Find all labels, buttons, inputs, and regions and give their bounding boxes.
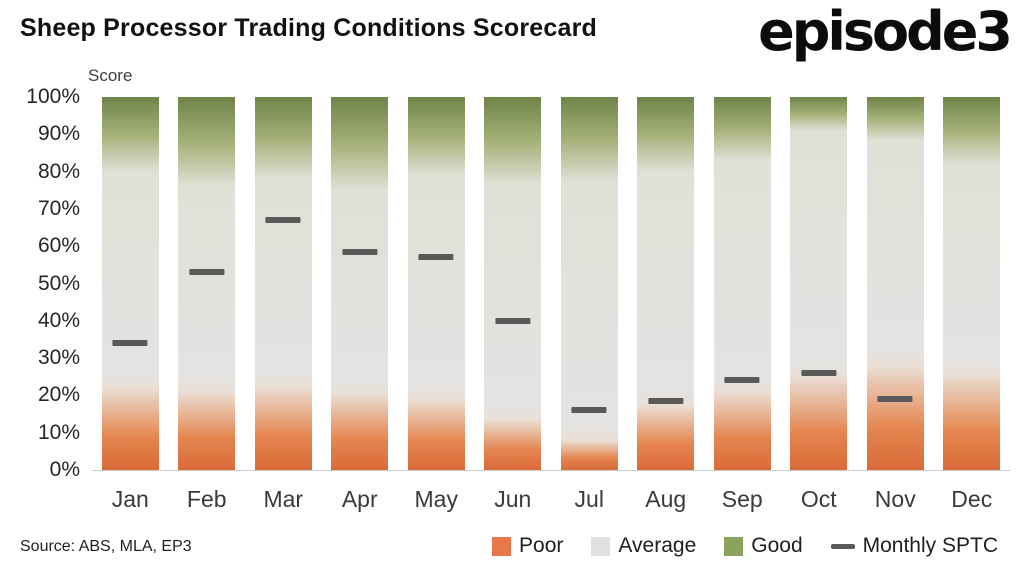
- x-tick-label-nov: Nov: [874, 486, 916, 512]
- legend-swatch-good: [724, 536, 744, 556]
- x-tick-label-jun: Jun: [494, 486, 532, 512]
- bar-slot-jul: [551, 97, 628, 470]
- bar-slot-mar: [245, 97, 322, 470]
- stacked-bar-aug: [637, 97, 695, 470]
- legend-label: Monthly SPTC: [862, 534, 998, 557]
- bar-slot-jan: [92, 97, 169, 470]
- x-tick-label-jul: Jul: [574, 486, 604, 512]
- monthly-sptc-marker-mar: [265, 217, 301, 224]
- monthly-sptc-marker-apr: [342, 248, 378, 255]
- bar-slot-apr: [322, 97, 399, 470]
- x-tick-label-may: May: [414, 486, 458, 512]
- stacked-bar-jul: [560, 97, 618, 470]
- x-tick-label-oct: Oct: [800, 486, 837, 512]
- stacked-bar-sep: [713, 97, 771, 470]
- legend-label: Average: [618, 534, 697, 557]
- stacked-bar-apr: [331, 97, 389, 470]
- monthly-sptc-marker-feb: [189, 269, 225, 276]
- bar-slot-nov: [857, 97, 934, 470]
- monthly-sptc-marker-nov: [877, 396, 913, 403]
- monthly-sptc-marker-aug: [648, 398, 684, 404]
- monthly-sptc-marker-sep: [724, 377, 760, 384]
- y-axis: 100% 90% 80% 70% 60% 50% 40% 30% 20% 10% 0%: [0, 85, 84, 481]
- legend-item-good: Good: [724, 534, 803, 558]
- bar-slot-oct: [781, 97, 858, 470]
- y-tick-label: 0%: [49, 458, 80, 481]
- legend-label: Poor: [519, 534, 564, 557]
- y-tick-label: 80%: [37, 159, 80, 183]
- plot-area: [92, 97, 1010, 471]
- y-tick-label: 30%: [37, 346, 80, 370]
- stacked-bar-nov: [866, 97, 924, 470]
- bar-slot-aug: [628, 97, 705, 470]
- monthly-sptc-marker-jan: [112, 340, 148, 347]
- stacked-bar-jun: [484, 97, 542, 470]
- monthly-sptc-marker-may: [418, 254, 454, 261]
- stacked-bar-oct: [790, 97, 848, 470]
- x-tick-label-apr: Apr: [341, 486, 378, 512]
- legend-item-average: Average: [591, 534, 696, 558]
- episode3-logo: episode3: [758, 0, 1013, 63]
- x-axis: Jan Feb Mar Apr May Jun Jul Aug Sep Oct Nov Dec: [92, 486, 1010, 513]
- y-tick-label: 50%: [37, 271, 80, 295]
- legend: Poor Average Good Monthly SPTC: [492, 534, 998, 558]
- x-tick-label-sep: Sep: [721, 486, 763, 512]
- bar-slot-may: [398, 97, 475, 470]
- legend-swatch-monthly-sptc: [830, 543, 855, 549]
- bar-slot-sep: [704, 97, 781, 470]
- y-axis-title: Score: [88, 66, 133, 85]
- bar-slot-feb: [169, 97, 246, 470]
- legend-swatch-poor: [492, 536, 512, 556]
- stacked-bar-jan: [101, 97, 159, 470]
- stacked-bar-feb: [178, 97, 236, 470]
- y-tick-label: 40%: [37, 308, 80, 332]
- legend-swatch-average: [591, 536, 611, 556]
- x-tick-label-aug: Aug: [645, 486, 687, 512]
- bar-slot-jun: [475, 97, 552, 470]
- y-tick-label: 70%: [37, 196, 80, 220]
- monthly-sptc-marker-jun: [495, 317, 531, 324]
- y-tick-label: 10%: [37, 420, 80, 444]
- x-tick-label-mar: Mar: [263, 486, 304, 512]
- monthly-sptc-marker-oct: [801, 370, 837, 377]
- monthly-sptc-marker-jul: [571, 407, 607, 414]
- y-tick-label: 90%: [37, 122, 80, 146]
- stacked-bar-dec: [943, 97, 1001, 470]
- legend-item-monthly-sptc: Monthly SPTC: [830, 534, 998, 558]
- y-tick-label: 100%: [26, 85, 80, 108]
- stacked-bar-mar: [254, 97, 312, 470]
- stacked-bar-may: [407, 97, 465, 470]
- x-tick-label-dec: Dec: [951, 486, 993, 512]
- y-tick-label: 60%: [37, 234, 80, 258]
- x-tick-label-jan: Jan: [111, 486, 149, 512]
- page-title: Sheep Processor Trading Conditions Score…: [20, 14, 598, 42]
- x-tick-label-feb: Feb: [186, 486, 227, 512]
- source-note: Source: ABS, MLA, EP3: [20, 538, 192, 555]
- legend-label: Good: [751, 534, 803, 557]
- y-tick-label: 20%: [37, 383, 80, 407]
- bar-slot-dec: [934, 97, 1011, 470]
- legend-item-poor: Poor: [492, 534, 563, 558]
